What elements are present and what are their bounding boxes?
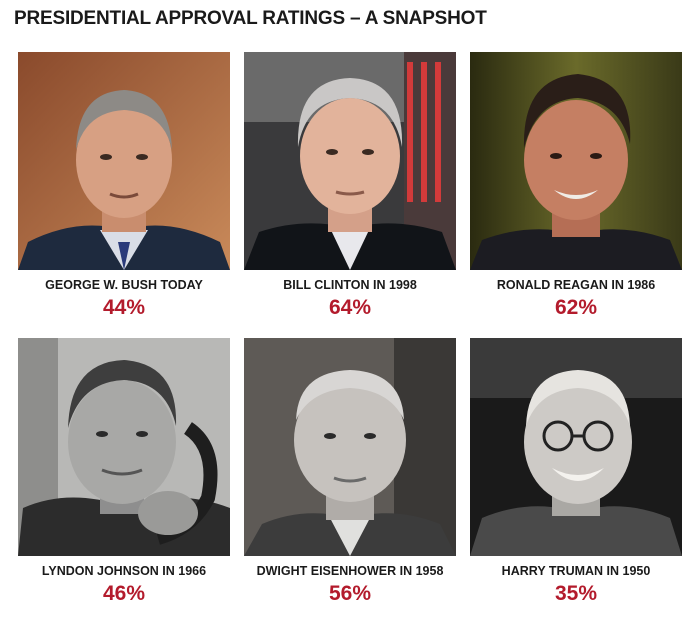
portrait-photo-eisenhower — [244, 338, 456, 556]
president-card-clinton: BILL CLINTON IN 1998 64% — [244, 52, 456, 322]
approval-rating: 35% — [554, 582, 598, 605]
portrait-grid: GEORGE W. BUSH TODAY 44% — [18, 52, 682, 612]
president-card-truman: HARRY TRUMAN IN 1950 35% — [470, 338, 682, 608]
president-name: LYNDON JOHNSON IN 1966 — [41, 564, 207, 578]
president-name: HARRY TRUMAN IN 1950 — [501, 564, 651, 578]
portrait-photo-reagan — [470, 52, 682, 270]
portrait-photo-bush — [18, 52, 230, 270]
president-card-bush: GEORGE W. BUSH TODAY 44% — [18, 52, 230, 322]
president-card-reagan: RONALD REAGAN IN 1986 62% — [470, 52, 682, 322]
portrait-photo-truman — [470, 338, 682, 556]
page-title: PRESIDENTIAL APPROVAL RATINGS – A SNAPSH… — [14, 8, 487, 29]
president-card-johnson: LYNDON JOHNSON IN 1966 46% — [18, 338, 230, 608]
portrait-photo-clinton — [244, 52, 456, 270]
approval-rating: 56% — [328, 582, 372, 605]
president-name: DWIGHT EISENHOWER IN 1958 — [256, 564, 444, 578]
approval-rating: 46% — [102, 582, 146, 605]
president-name: RONALD REAGAN IN 1986 — [496, 278, 656, 292]
approval-rating: 62% — [554, 296, 598, 319]
approval-rating: 64% — [328, 296, 372, 319]
approval-rating: 44% — [102, 296, 146, 319]
portrait-photo-johnson — [18, 338, 230, 556]
president-name: GEORGE W. BUSH TODAY — [45, 278, 203, 292]
president-card-eisenhower: DWIGHT EISENHOWER IN 1958 56% — [244, 338, 456, 608]
president-name: BILL CLINTON IN 1998 — [283, 278, 417, 292]
